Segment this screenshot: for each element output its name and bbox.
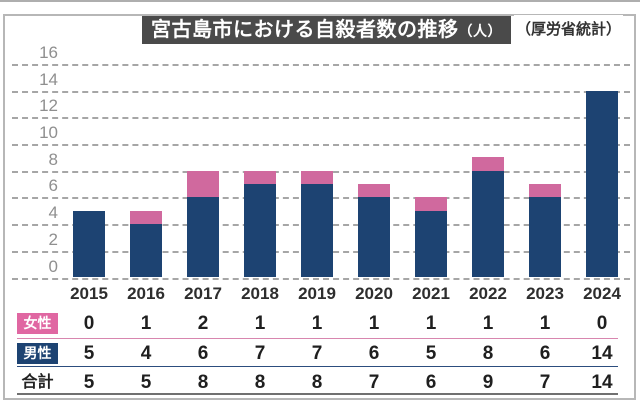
y-axis-tick-label: 14 [39,69,58,89]
y-axis-tick-label: 10 [39,123,58,143]
y-axis-tick-label: 12 [39,96,58,116]
bar-2021-女性 [415,197,447,211]
chart-title: 宮古島市における自殺者数の推移（人） [142,16,511,44]
table-cell: 6 [368,342,380,364]
x-axis-label-2018: 2018 [241,284,279,303]
table-row-label-女性: 女性 [17,313,58,334]
x-axis-label-2017: 2017 [184,284,222,303]
y-axis-tick-label: 2 [48,229,58,249]
table-row-underline [17,393,618,395]
table-cell: 6 [197,342,209,364]
bar-2022-男性 [472,170,504,278]
window-edge-line [0,0,640,2]
gridline-y16 [12,64,630,67]
x-axis-label-2021: 2021 [412,284,450,303]
table-cell: 8 [254,372,266,393]
bar-2015-男性 [73,210,105,278]
table-cell: 7 [254,342,266,364]
table-cell: 0 [83,313,95,334]
bar-2020-女性 [358,184,390,198]
table-cell: 7 [368,372,380,393]
table-cell: 1 [425,313,437,334]
x-axis-label-2022: 2022 [469,284,507,303]
table-cell: 6 [539,342,551,364]
bar-2023-女性 [529,184,561,198]
table-cell: 5 [83,372,95,393]
table-cell: 1 [539,313,551,334]
x-axis-label-2019: 2019 [298,284,336,303]
table-cell: 1 [368,313,380,334]
table-row-label-合計: 合計 [21,374,54,391]
bar-2022-女性 [472,157,504,171]
x-axis-label-2024: 2024 [583,284,621,303]
gridline-y14 [12,90,630,93]
gridline-y12 [12,117,630,120]
x-axis-label-2015: 2015 [70,284,108,303]
table-cell: 1 [311,313,323,334]
bar-2016-女性 [130,210,162,225]
table-cell: 14 [591,372,613,393]
bar-2018-男性 [244,184,276,278]
table-cell: 1 [140,313,152,334]
bar-2017-女性 [187,170,219,198]
bar-2023-男性 [529,197,561,278]
table-cell: 8 [197,372,209,393]
chart-title-unit: （人） [458,23,502,39]
chart-title-text: 宮古島市における自殺者数の推移 [151,19,459,41]
table-row-underline [17,337,618,339]
table-cell: 5 [425,342,437,364]
gridline-y10 [12,144,630,147]
bar-2018-女性 [244,170,276,185]
table-cell: 1 [254,313,266,334]
bar-2017-男性 [187,197,219,278]
y-axis-tick-label: 8 [48,149,58,169]
chart-frame [3,14,636,400]
y-axis-tick-label: 4 [48,203,58,223]
gridline-y0 [12,277,630,280]
table-cell: 6 [425,372,437,393]
table-cell: 7 [539,372,551,393]
table-cell: 8 [311,372,323,393]
table-cell: 14 [591,342,613,364]
bar-2020-男性 [358,197,390,278]
x-axis-label-2016: 2016 [127,284,165,303]
table-row-label-男性: 男性 [17,342,58,364]
table-cell: 0 [596,313,608,334]
table-row-underline [17,365,618,367]
table-cell: 9 [482,372,494,393]
x-axis-label-2020: 2020 [355,284,393,303]
y-axis-tick-label: 0 [48,256,58,276]
table-cell: 1 [482,313,494,334]
table-cell: 2 [197,313,209,334]
table-cell: 7 [311,342,323,364]
table-cell: 5 [83,342,95,364]
x-axis-label-2023: 2023 [526,284,564,303]
bar-2016-男性 [130,224,162,278]
bar-2021-男性 [415,210,447,278]
bar-2019-男性 [301,184,333,278]
table-cell: 8 [482,342,494,364]
source-note: （厚労省統計） [514,15,624,43]
table-cell: 5 [140,372,152,393]
bar-2024-男性 [586,90,618,278]
y-axis-tick-label: 16 [39,43,58,63]
bar-2019-女性 [301,170,333,185]
table-cell: 4 [140,342,152,364]
y-axis-tick-label: 6 [48,176,58,196]
